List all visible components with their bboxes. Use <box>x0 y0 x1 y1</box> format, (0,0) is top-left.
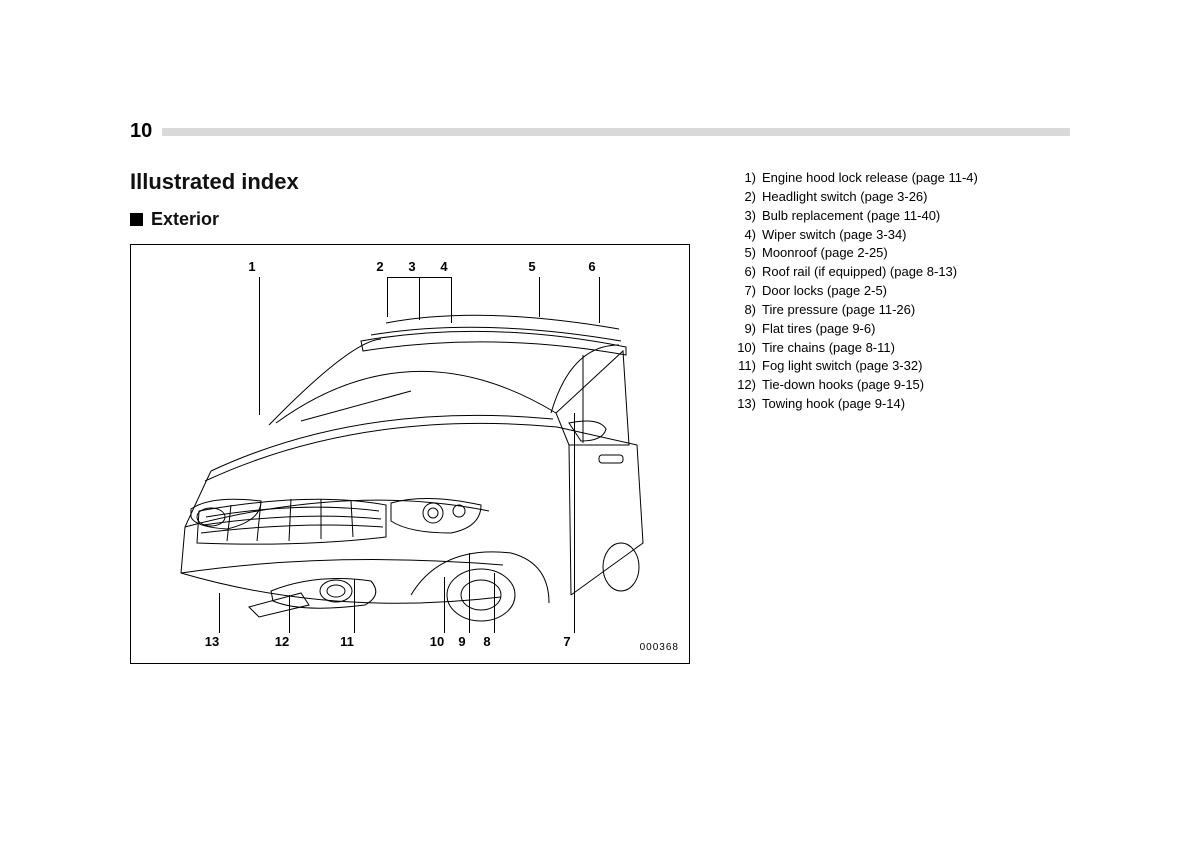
legend-item: 5)Moonroof (page 2-25) <box>734 244 1064 263</box>
leader-line <box>444 577 445 633</box>
leader-line <box>289 595 290 633</box>
leader-line <box>574 413 575 633</box>
legend-item: 13)Towing hook (page 9-14) <box>734 395 1064 414</box>
legend-number: 10) <box>734 339 762 358</box>
callout-number: 2 <box>371 259 389 274</box>
subsection-header: Exterior <box>130 209 710 230</box>
leader-line <box>219 593 220 633</box>
legend-number: 5) <box>734 244 762 263</box>
legend-label: Moonroof (page 2-25) <box>762 244 1064 263</box>
leader-line <box>469 553 470 633</box>
legend-label: Bulb replacement (page 11-40) <box>762 207 1064 226</box>
leader-line <box>387 277 388 317</box>
leader-line <box>387 277 451 278</box>
legend-item: 7)Door locks (page 2-5) <box>734 282 1064 301</box>
legend-number: 12) <box>734 376 762 395</box>
legend-item: 1)Engine hood lock release (page 11-4) <box>734 169 1064 188</box>
callout-number: 6 <box>583 259 601 274</box>
legend-number: 1) <box>734 169 762 188</box>
callout-number: 4 <box>435 259 453 274</box>
legend-item: 9)Flat tires (page 9-6) <box>734 320 1064 339</box>
legend-item: 3)Bulb replacement (page 11-40) <box>734 207 1064 226</box>
suv-line-art <box>151 295 671 625</box>
callout-number: 10 <box>428 634 446 649</box>
legend-column: 1)Engine hood lock release (page 11-4)2)… <box>734 169 1064 414</box>
manual-page: 10 Illustrated index Exterior <box>130 120 1070 664</box>
legend-number: 2) <box>734 188 762 207</box>
legend-label: Wiper switch (page 3-34) <box>762 226 1064 245</box>
legend-number: 7) <box>734 282 762 301</box>
subsection-title: Exterior <box>151 209 219 230</box>
legend-number: 9) <box>734 320 762 339</box>
vehicle-diagram: 1 2 3 4 5 6 13 12 11 10 9 8 7 000368 <box>130 244 690 664</box>
legend-number: 3) <box>734 207 762 226</box>
legend-item: 12)Tie-down hooks (page 9-15) <box>734 376 1064 395</box>
legend-label: Flat tires (page 9-6) <box>762 320 1064 339</box>
legend-label: Tire pressure (page 11-26) <box>762 301 1064 320</box>
figure-id: 000368 <box>640 642 679 653</box>
legend-label: Tire chains (page 8-11) <box>762 339 1064 358</box>
leader-line <box>259 277 260 415</box>
content-row: Illustrated index Exterior <box>130 169 1070 664</box>
legend-label: Engine hood lock release (page 11-4) <box>762 169 1064 188</box>
callout-number: 1 <box>243 259 261 274</box>
legend-item: 6)Roof rail (if equipped) (page 8-13) <box>734 263 1064 282</box>
legend-number: 13) <box>734 395 762 414</box>
leader-line <box>494 573 495 633</box>
leader-line <box>539 277 540 317</box>
legend-number: 4) <box>734 226 762 245</box>
page-header: 10 <box>130 120 1070 143</box>
callout-number: 5 <box>523 259 541 274</box>
leader-line <box>451 277 452 323</box>
legend-number: 6) <box>734 263 762 282</box>
section-title: Illustrated index <box>130 169 710 195</box>
callout-number: 9 <box>453 634 471 649</box>
callout-number: 12 <box>273 634 291 649</box>
leader-line <box>354 579 355 633</box>
callout-number: 11 <box>338 634 356 649</box>
legend-label: Towing hook (page 9-14) <box>762 395 1064 414</box>
bullet-square-icon <box>130 213 143 226</box>
callout-number: 13 <box>203 634 221 649</box>
figure-column: Illustrated index Exterior <box>130 169 710 664</box>
legend-label: Headlight switch (page 3-26) <box>762 188 1064 207</box>
legend-label: Fog light switch (page 3-32) <box>762 357 1064 376</box>
legend-label: Tie-down hooks (page 9-15) <box>762 376 1064 395</box>
callout-number: 3 <box>403 259 421 274</box>
legend-item: 8)Tire pressure (page 11-26) <box>734 301 1064 320</box>
legend-item: 2)Headlight switch (page 3-26) <box>734 188 1064 207</box>
legend-item: 10)Tire chains (page 8-11) <box>734 339 1064 358</box>
legend-label: Door locks (page 2-5) <box>762 282 1064 301</box>
callout-number: 7 <box>558 634 576 649</box>
callout-number: 8 <box>478 634 496 649</box>
legend-label: Roof rail (if equipped) (page 8-13) <box>762 263 1064 282</box>
header-rule <box>162 128 1070 136</box>
leader-line <box>599 277 600 323</box>
legend-item: 11)Fog light switch (page 3-32) <box>734 357 1064 376</box>
legend-number: 8) <box>734 301 762 320</box>
leader-line <box>419 277 420 320</box>
page-number: 10 <box>130 120 162 143</box>
legend-number: 11) <box>734 357 762 376</box>
legend-item: 4)Wiper switch (page 3-34) <box>734 226 1064 245</box>
